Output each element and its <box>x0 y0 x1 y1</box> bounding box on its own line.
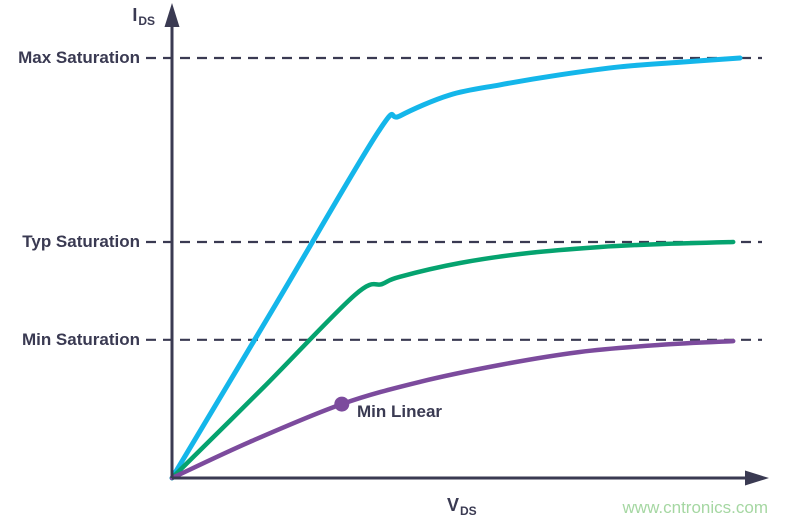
y-axis-arrowhead <box>164 3 180 27</box>
axes-group <box>164 3 769 486</box>
min-linear-dot <box>334 396 350 412</box>
y-axis-label-sub: DS <box>138 14 155 28</box>
curve-min <box>169 338 736 481</box>
typ-saturation-label: Typ Saturation <box>22 232 140 251</box>
x-axis-label-main: V <box>447 495 460 515</box>
y-axis-label-main: I <box>132 5 138 25</box>
x-axis-label: VDS <box>447 495 477 518</box>
reference-lines-group <box>146 56 762 341</box>
x-axis-arrowhead <box>745 470 769 486</box>
curves-group <box>169 55 743 481</box>
curve-typ <box>169 239 736 481</box>
x-axis-label-sub: DS <box>460 504 477 518</box>
y-axis-label: IDS <box>96 5 155 28</box>
max-saturation-label: Max Saturation <box>18 48 140 67</box>
min-saturation-label: Min Saturation <box>21 330 140 349</box>
min-linear-annotation-label: Min Linear <box>357 402 443 421</box>
watermark-text: www.cntronics.com <box>622 498 768 517</box>
curve-max <box>169 55 743 481</box>
annotations-group <box>334 396 350 412</box>
